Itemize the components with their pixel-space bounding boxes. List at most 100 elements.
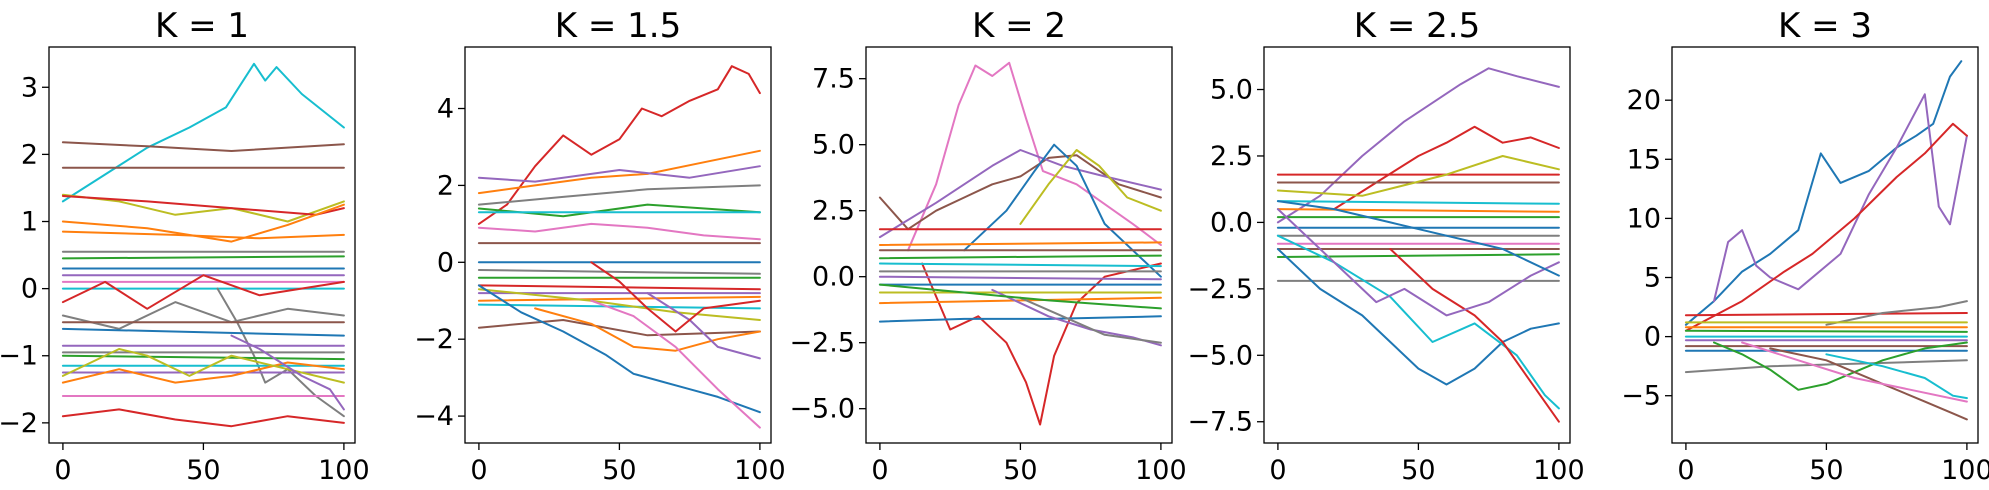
series-line-19 bbox=[590, 299, 761, 429]
series-line-18 bbox=[477, 284, 761, 414]
x-tick-label: 0 bbox=[1677, 455, 1694, 486]
series-line-6 bbox=[61, 230, 345, 240]
plot-frame bbox=[1263, 46, 1571, 444]
panel-title: K = 1.5 bbox=[555, 6, 681, 46]
series-line-17 bbox=[534, 307, 761, 352]
y-tick-label: 2 bbox=[21, 139, 38, 170]
series-line-3 bbox=[1684, 122, 1968, 332]
x-tick-label: 0 bbox=[871, 455, 888, 486]
series-line-27 bbox=[61, 348, 345, 384]
series-line-2 bbox=[921, 262, 1162, 426]
series-line-3 bbox=[878, 154, 1162, 231]
series-line-5 bbox=[1825, 300, 1968, 326]
series-line-15 bbox=[61, 301, 345, 330]
series-line-8 bbox=[1684, 329, 1968, 333]
series-line-1 bbox=[907, 61, 1162, 252]
y-tick-label: 5.0 bbox=[812, 130, 855, 161]
chart-panel-1: K = 1 0 50 100 −2 −1 0 1 2 3 bbox=[0, 6, 370, 486]
plot-frame bbox=[48, 46, 356, 444]
y-tick-label: 15 bbox=[1627, 144, 1661, 175]
series-line-1 bbox=[477, 65, 761, 225]
y-tick-label: 2.5 bbox=[1210, 141, 1253, 172]
x-tick-label: 50 bbox=[186, 455, 220, 486]
series-line-10 bbox=[878, 254, 1162, 260]
chart-panel-4: K = 2.5 0 50 100 −7.5 −5.0 −2.5 0.0 2.5 5.0 bbox=[1187, 6, 1584, 486]
series-line-2 bbox=[61, 141, 345, 152]
series-line-14 bbox=[1713, 341, 1968, 391]
series-line-17 bbox=[1389, 248, 1560, 423]
series-line-4 bbox=[477, 184, 761, 206]
y-tick-label: −2.5 bbox=[1187, 274, 1253, 305]
y-tick-label: 2 bbox=[437, 170, 454, 201]
series-line-16 bbox=[477, 319, 761, 337]
y-tick-label: −5.0 bbox=[789, 394, 855, 425]
y-tick-label: 0 bbox=[21, 274, 38, 305]
y-tick-label: −2 bbox=[414, 324, 454, 355]
series-group bbox=[1276, 67, 1560, 423]
x-tick-label: 50 bbox=[1003, 455, 1037, 486]
series-line-13 bbox=[1684, 359, 1968, 374]
series-line-7 bbox=[61, 203, 345, 243]
series-line-13 bbox=[1276, 253, 1560, 258]
series-line-14 bbox=[61, 274, 345, 310]
series-line-11 bbox=[878, 262, 1162, 268]
y-tick-label: 10 bbox=[1627, 203, 1661, 234]
series-line-17 bbox=[1825, 353, 1968, 400]
series-line-19 bbox=[1276, 200, 1560, 277]
series-line-1 bbox=[1684, 60, 1963, 326]
panel-title: K = 3 bbox=[1778, 6, 1872, 46]
y-tick-label: 0.0 bbox=[812, 262, 855, 293]
series-line-1 bbox=[61, 62, 345, 203]
y-tick-label: −4 bbox=[414, 401, 454, 432]
plot-frame bbox=[1671, 46, 1979, 444]
series-line-18 bbox=[61, 327, 345, 337]
panel-title: K = 2 bbox=[972, 6, 1066, 46]
y-tick-label: −5 bbox=[1621, 381, 1661, 412]
series-line-5 bbox=[1276, 155, 1560, 197]
series-group bbox=[1684, 60, 1968, 421]
y-tick-label: 5.0 bbox=[1210, 75, 1253, 106]
x-tick-label: 100 bbox=[734, 455, 786, 486]
series-line-2 bbox=[1333, 125, 1560, 211]
series-line-25 bbox=[61, 408, 345, 428]
series-line-15 bbox=[1276, 248, 1560, 386]
series-line-15 bbox=[1769, 347, 1968, 421]
y-tick-label: −1 bbox=[0, 341, 38, 372]
y-tick-label: 4 bbox=[437, 94, 454, 125]
series-group bbox=[477, 65, 761, 429]
series-line-5 bbox=[477, 203, 761, 218]
series-line-13 bbox=[477, 295, 761, 302]
y-tick-label: 1 bbox=[21, 207, 38, 238]
series-line-16 bbox=[1741, 341, 1968, 403]
y-tick-label: 0 bbox=[1644, 322, 1661, 353]
plot-frame bbox=[464, 46, 772, 444]
panel-title: K = 1 bbox=[155, 6, 249, 46]
series-line-5 bbox=[61, 195, 345, 216]
x-tick-label: 0 bbox=[54, 455, 71, 486]
series-line-8 bbox=[878, 241, 1162, 246]
y-tick-label: −2.5 bbox=[789, 328, 855, 359]
series-line-20 bbox=[878, 283, 1162, 310]
series-line-4 bbox=[61, 193, 345, 223]
series-line-13 bbox=[878, 275, 1162, 281]
series-line-1 bbox=[1276, 67, 1560, 224]
series-line-17 bbox=[878, 315, 1162, 323]
series-line-21 bbox=[477, 222, 761, 241]
series-line-2 bbox=[477, 149, 761, 195]
y-tick-label: 5 bbox=[1644, 263, 1661, 294]
series-line-21 bbox=[61, 354, 345, 361]
series-line-2 bbox=[1713, 93, 1968, 303]
x-tick-label: 50 bbox=[1809, 455, 1843, 486]
panel-title: K = 2.5 bbox=[1354, 6, 1480, 46]
series-line-19 bbox=[1019, 296, 1162, 344]
series-line-11 bbox=[477, 284, 761, 291]
series-line-5 bbox=[963, 143, 1162, 278]
y-tick-label: −5.0 bbox=[1187, 340, 1253, 371]
series-line-22 bbox=[590, 261, 761, 333]
series-line-16 bbox=[1276, 234, 1560, 410]
chart-panel-5: K = 3 0 50 100 −5 0 5 10 15 20 bbox=[1621, 6, 1989, 486]
y-tick-label: 0.0 bbox=[1210, 207, 1253, 238]
series-group bbox=[61, 62, 345, 428]
series-line-4 bbox=[878, 149, 1162, 239]
